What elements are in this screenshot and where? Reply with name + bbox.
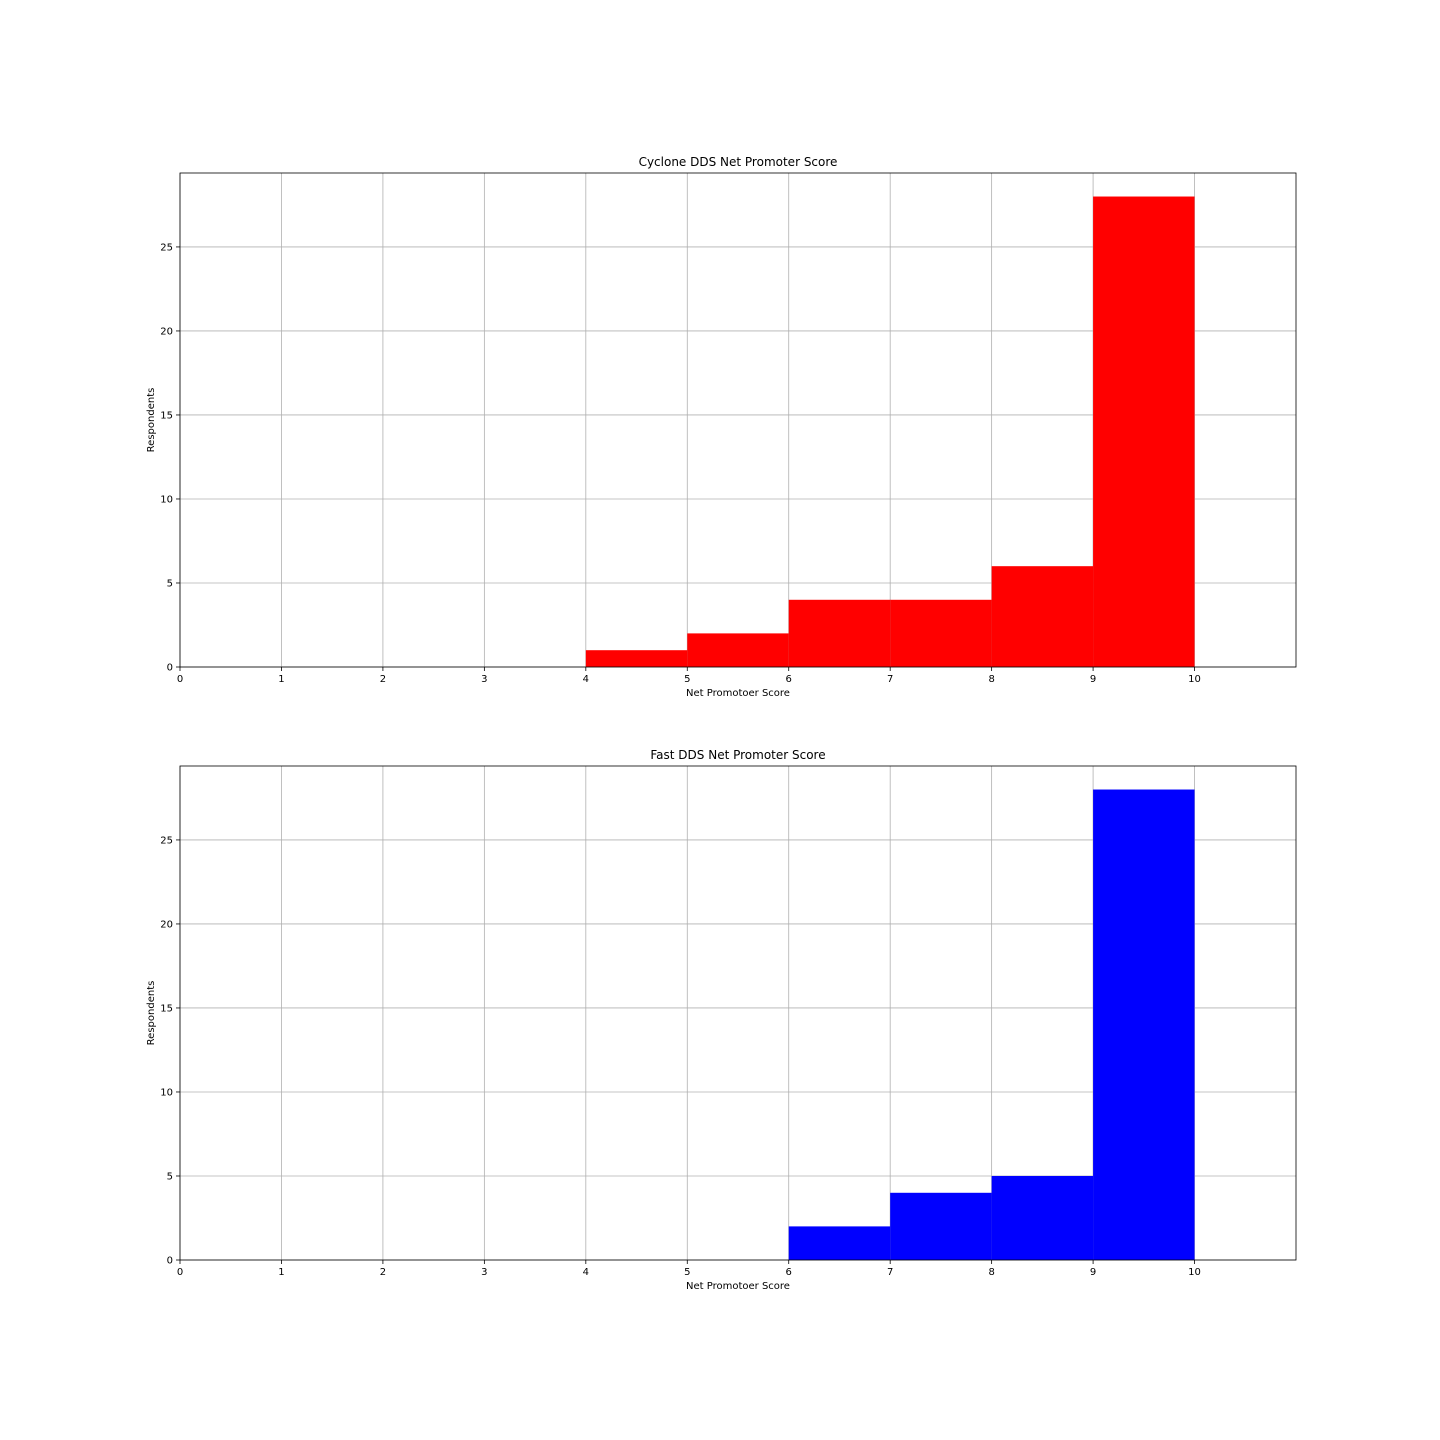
x-tick-label: 6 xyxy=(786,674,792,685)
histogram-bar xyxy=(1093,789,1195,1260)
x-tick-label: 2 xyxy=(380,674,386,685)
chart-title: Cyclone DDS Net Promoter Score xyxy=(639,155,838,169)
histogram-bars xyxy=(788,789,1195,1260)
histogram-bar xyxy=(890,599,992,667)
x-tick-label: 5 xyxy=(684,674,690,685)
y-tick-label: 20 xyxy=(160,326,173,337)
plot-frame xyxy=(179,765,1297,1261)
y-tick-label: 0 xyxy=(167,1256,173,1267)
histogram-bar xyxy=(687,633,789,667)
x-tick-label: 10 xyxy=(1188,674,1201,685)
histogram-bars xyxy=(585,196,1195,667)
histogram-bar xyxy=(585,650,688,667)
histogram-bar xyxy=(1093,196,1195,667)
histogram-bar xyxy=(788,599,891,667)
x-tick-label: 6 xyxy=(786,1267,792,1278)
x-tick-label: 1 xyxy=(278,674,284,685)
x-tick-label: 7 xyxy=(887,1267,893,1278)
x-tick-label: 0 xyxy=(177,1267,183,1278)
x-tick-label: 9 xyxy=(1090,1267,1096,1278)
fast-dds-histogram: 0 1 2 3 4 5 6 7 8 9 10 0 5 10 15 20 25 Fast DDS Net Pro… xyxy=(146,748,1297,1292)
y-tick-label: 10 xyxy=(160,494,173,505)
y-tick-label: 15 xyxy=(160,1003,173,1014)
x-tick-label: 3 xyxy=(481,674,487,685)
x-tick-label: 0 xyxy=(177,674,183,685)
chart-title: Fast DDS Net Promoter Score xyxy=(650,748,825,762)
x-tick-label: 7 xyxy=(887,674,893,685)
x-axis-label: Net Promotoer Score xyxy=(686,1281,790,1292)
x-tick-label: 2 xyxy=(380,1267,386,1278)
x-tick-label: 10 xyxy=(1188,1267,1201,1278)
y-tick-label: 15 xyxy=(160,410,173,421)
y-tick-label: 20 xyxy=(160,919,173,930)
y-tick-label: 5 xyxy=(167,1171,173,1182)
x-axis-label: Net Promotoer Score xyxy=(686,688,790,699)
y-tick-label: 25 xyxy=(160,835,173,846)
y-tick-label: 0 xyxy=(167,663,173,674)
plot-frame xyxy=(179,172,1297,668)
histogram-bar xyxy=(890,1192,992,1260)
x-axis-ticks: 0 1 2 3 4 5 6 7 8 9 10 xyxy=(177,1260,1201,1278)
y-tick-label: 5 xyxy=(167,578,173,589)
x-axis-ticks: 0 1 2 3 4 5 6 7 8 9 10 xyxy=(177,667,1201,685)
y-axis-label: Respondents xyxy=(146,981,157,1046)
histogram-bar xyxy=(788,1226,891,1260)
x-tick-label: 4 xyxy=(583,674,589,685)
y-tick-label: 10 xyxy=(160,1087,173,1098)
y-axis-ticks: 0 5 10 15 20 25 xyxy=(160,242,180,674)
y-axis-label: Respondents xyxy=(146,388,157,453)
y-axis-ticks: 0 5 10 15 20 25 xyxy=(160,835,180,1267)
histogram-bar xyxy=(991,1175,1094,1260)
x-tick-label: 5 xyxy=(684,1267,690,1278)
x-tick-label: 1 xyxy=(278,1267,284,1278)
x-tick-label: 4 xyxy=(583,1267,589,1278)
y-tick-label: 25 xyxy=(160,242,173,253)
x-tick-label: 3 xyxy=(481,1267,487,1278)
x-tick-label: 9 xyxy=(1090,674,1096,685)
x-tick-label: 8 xyxy=(988,1267,994,1278)
cyclone-dds-histogram: 0 1 2 3 4 5 6 7 8 9 10 0 5 10 15 20 25 Cyclone DDS Net … xyxy=(146,155,1297,699)
x-tick-label: 8 xyxy=(988,674,994,685)
histogram-bar xyxy=(991,566,1094,667)
